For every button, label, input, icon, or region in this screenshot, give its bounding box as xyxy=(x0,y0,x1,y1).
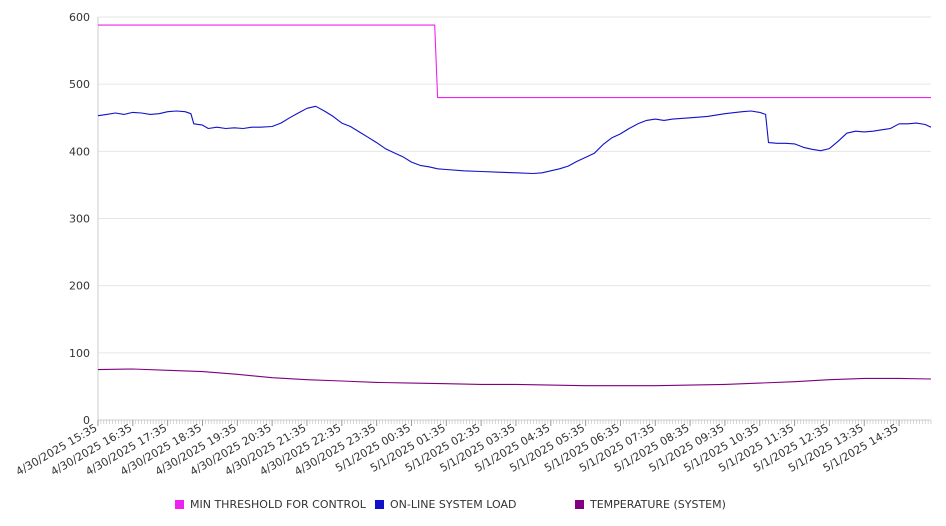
y-axis-ticks: 0 100 200 300 400 500 600 xyxy=(69,11,90,427)
legend-swatch-temperature xyxy=(575,500,584,509)
y-tick-label: 200 xyxy=(69,280,90,293)
y-tick-label: 600 xyxy=(69,11,90,24)
x-axis-ticks: 4/30/2025 15:354/30/2025 16:354/30/2025 … xyxy=(14,421,901,478)
legend-swatch-system-load xyxy=(375,500,384,509)
legend-label-temperature: TEMPERATURE (SYSTEM) xyxy=(590,498,726,511)
legend-item-temperature[interactable]: TEMPERATURE (SYSTEM) xyxy=(575,498,726,511)
legend-item-system-load[interactable]: ON-LINE SYSTEM LOAD xyxy=(375,498,516,511)
threshold-line xyxy=(98,24,931,99)
temperature-line xyxy=(97,368,932,387)
series-lines xyxy=(97,24,932,387)
grid-lines xyxy=(98,16,931,354)
legend-label-system-load: ON-LINE SYSTEM LOAD xyxy=(390,498,517,511)
system-load-line xyxy=(97,105,932,175)
legend-swatch-threshold xyxy=(175,500,184,509)
y-tick-label: 100 xyxy=(69,347,90,360)
y-tick-label: 500 xyxy=(69,78,90,91)
y-tick-label: 400 xyxy=(69,145,90,158)
legend: MIN THRESHOLD FOR CONTROL ON-LINE SYSTEM… xyxy=(0,498,946,514)
y-tick-label: 300 xyxy=(69,213,90,226)
legend-label-threshold: MIN THRESHOLD FOR CONTROL xyxy=(190,498,366,511)
legend-item-threshold[interactable]: MIN THRESHOLD FOR CONTROL xyxy=(175,498,366,511)
axes xyxy=(97,17,932,426)
y-tick-label: 0 xyxy=(83,414,90,427)
